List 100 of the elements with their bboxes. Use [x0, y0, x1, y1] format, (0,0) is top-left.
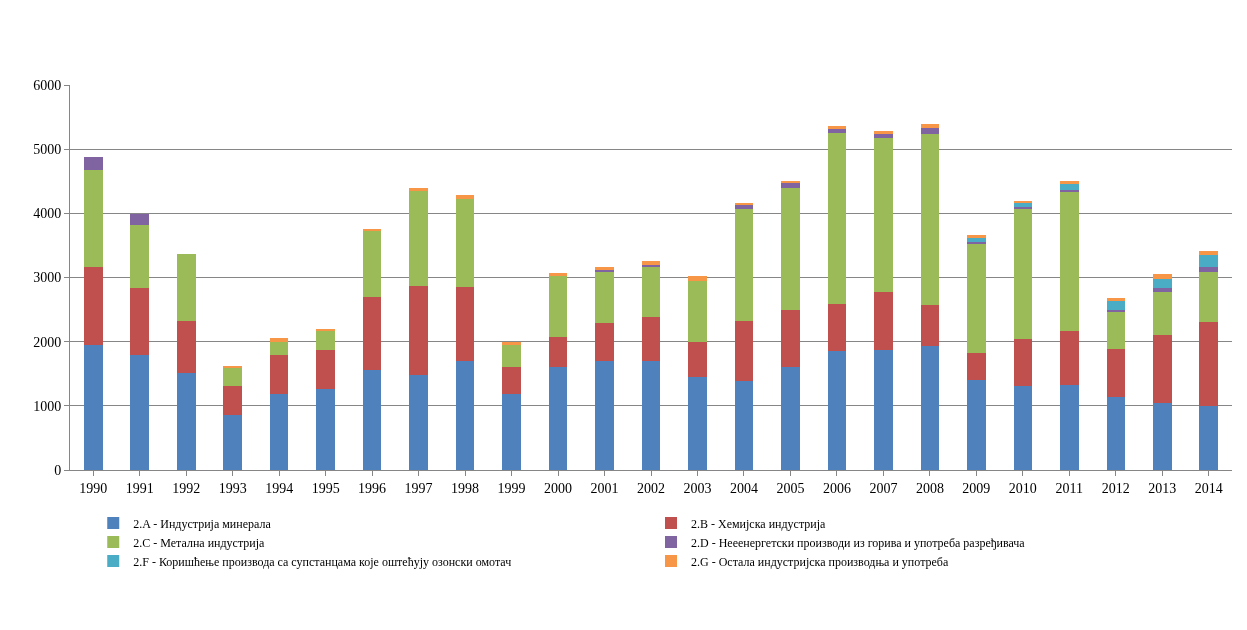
bar [734, 381, 754, 470]
bar [874, 350, 893, 470]
x-tick-label: 2002 [637, 480, 665, 496]
bar [548, 276, 568, 338]
y-tick-label: 2000 [33, 334, 62, 350]
x-tick-label: 2011 [1055, 480, 1084, 496]
bar [1152, 278, 1172, 289]
bar [502, 341, 521, 345]
bar [130, 213, 150, 225]
bar [409, 286, 428, 376]
bar [502, 344, 521, 367]
x-tick-label: 1997 [404, 480, 433, 496]
bar [1152, 288, 1172, 293]
x-tick-label: 1990 [79, 480, 108, 496]
bar [409, 375, 428, 470]
x-tick-label: 1991 [125, 480, 154, 496]
bar [1199, 267, 1219, 272]
x-tick-label: 2000 [544, 480, 573, 496]
x-tick-label: 2007 [869, 480, 898, 496]
bar [269, 341, 289, 356]
x-tick-label: 2006 [822, 480, 851, 496]
legend-label: 2.G - Остала индустријска производња и употреба [691, 554, 949, 569]
bar [827, 303, 847, 351]
bar [176, 254, 196, 322]
legend-label: 2.B - Хемијска индустрија [691, 516, 827, 531]
bar [967, 352, 986, 380]
bar [641, 360, 661, 470]
bar [130, 287, 150, 356]
x-tick-label: 1992 [172, 480, 201, 496]
bar [1106, 397, 1126, 470]
y-tick-label: 4000 [33, 206, 62, 222]
bar [83, 156, 103, 170]
bar [1199, 322, 1219, 406]
bar [548, 367, 568, 470]
x-tick-label: 2008 [915, 480, 944, 496]
bar [734, 209, 754, 322]
x-tick-label: 1998 [451, 480, 480, 496]
bar [874, 137, 893, 292]
legend-label: 2.C - Метална индустрија [133, 535, 266, 550]
bar [1106, 349, 1126, 398]
bar [688, 376, 707, 470]
bar [1106, 301, 1126, 310]
legend-label: 2.F - Коришћење производа са супстанцама које оштећују озонски омотач [133, 554, 512, 569]
bar [223, 367, 242, 386]
bar [1013, 209, 1033, 340]
bar [455, 360, 475, 470]
bar [1060, 180, 1079, 184]
bar [1152, 273, 1172, 279]
x-tick-label: 2010 [1008, 480, 1037, 496]
bar [1199, 255, 1219, 268]
bar [409, 190, 428, 287]
x-tick-label: 2009 [962, 480, 991, 496]
bar [83, 266, 103, 345]
bar [595, 271, 614, 324]
x-tick-label: 1994 [265, 480, 294, 496]
bar [1199, 405, 1219, 470]
bar [269, 394, 289, 470]
x-tick-label: 2012 [1101, 480, 1130, 496]
bar [920, 133, 940, 306]
bar [316, 389, 335, 470]
x-tick-label: 1993 [218, 480, 247, 496]
y-tick-label: 6000 [33, 77, 62, 93]
bar [1199, 251, 1219, 256]
bar [1060, 385, 1079, 470]
bar [967, 379, 986, 470]
x-tick-label: 2003 [683, 480, 712, 496]
bar [688, 342, 707, 377]
bar [176, 373, 196, 470]
bar [455, 198, 475, 288]
bar [1060, 330, 1079, 386]
bar [874, 131, 893, 134]
bar [502, 393, 521, 470]
bar [1106, 312, 1126, 350]
bar [548, 337, 568, 368]
bar [176, 321, 196, 374]
x-tick-label: 1995 [311, 480, 340, 496]
x-tick-label: 2005 [776, 480, 805, 496]
bar [1106, 298, 1126, 302]
bar [548, 273, 568, 277]
bar [362, 297, 382, 370]
bar [734, 321, 754, 382]
bar [269, 338, 289, 342]
bar [781, 183, 800, 188]
bar [1060, 183, 1079, 190]
bar [1152, 402, 1172, 470]
bar [688, 280, 707, 343]
x-tick-label: 2013 [1148, 480, 1177, 496]
bar [827, 133, 847, 304]
legend-label: 2.A - Индустрија минерала [133, 516, 272, 531]
bar [874, 291, 893, 351]
bar [595, 360, 614, 470]
bar [1152, 335, 1172, 403]
bar [409, 188, 428, 191]
x-tick-label: 2001 [590, 480, 619, 496]
x-tick-label: 1999 [497, 480, 526, 496]
bar [455, 194, 475, 199]
x-tick-label: 2004 [729, 480, 758, 496]
y-tick-label: 0 [54, 462, 62, 478]
bar [1013, 385, 1033, 470]
bar [1060, 192, 1079, 331]
